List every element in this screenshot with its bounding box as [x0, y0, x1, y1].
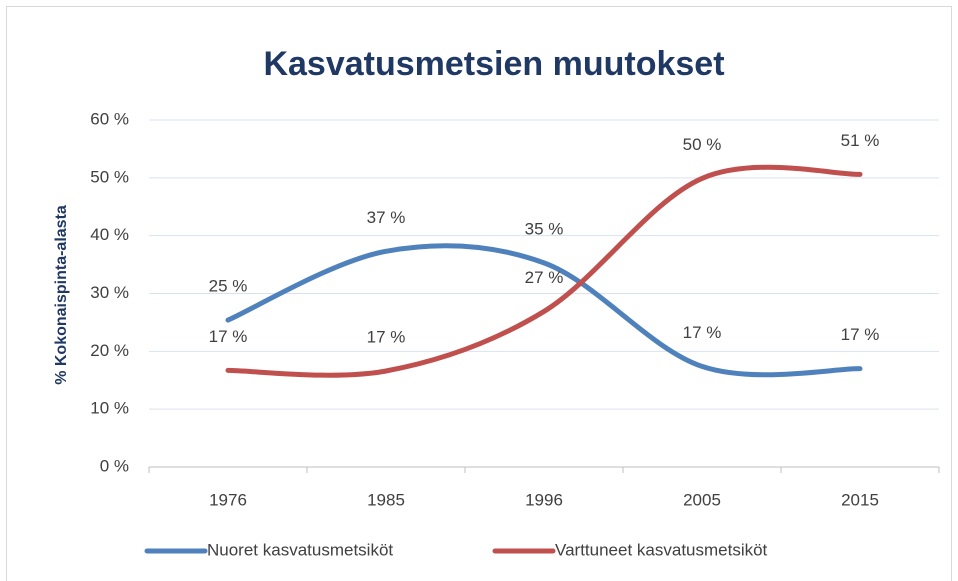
data-label: 27 %: [525, 268, 564, 287]
data-label: 51 %: [841, 131, 880, 150]
data-label: 25 %: [209, 277, 248, 296]
y-tick-label: 50 %: [90, 167, 129, 186]
x-tick-label: 1985: [367, 490, 405, 509]
line-series: [225, 243, 863, 378]
y-tick-label: 20 %: [90, 341, 129, 360]
legend-label: Varttuneet kasvatusmetsiköt: [555, 540, 768, 559]
x-tick-label: 1976: [209, 490, 247, 509]
y-tick-label: 10 %: [90, 399, 129, 418]
chart-title: Kasvatusmetsien muutokset: [263, 45, 724, 83]
data-label: 37 %: [367, 208, 406, 227]
data-label: 50 %: [683, 135, 722, 154]
data-label: 35 %: [525, 219, 564, 238]
x-tick-label: 2015: [841, 490, 879, 509]
y-axis-label: % Kokonaispinta-alasta: [53, 205, 70, 385]
x-tick-label: 2005: [683, 490, 721, 509]
legend-label: Nuoret kasvatusmetsiköt: [207, 540, 393, 559]
x-tick-label: 1996: [525, 490, 563, 509]
data-label: 17 %: [367, 327, 406, 346]
data-label: 17 %: [683, 323, 722, 342]
data-label: 17 %: [209, 327, 248, 346]
y-tick-label: 0 %: [100, 456, 129, 475]
y-tick-label: 40 %: [90, 225, 129, 244]
y-tick-label: 60 %: [90, 109, 129, 128]
line-series: [225, 164, 863, 378]
y-tick-label: 30 %: [90, 283, 129, 302]
data-label: 17 %: [841, 325, 880, 344]
